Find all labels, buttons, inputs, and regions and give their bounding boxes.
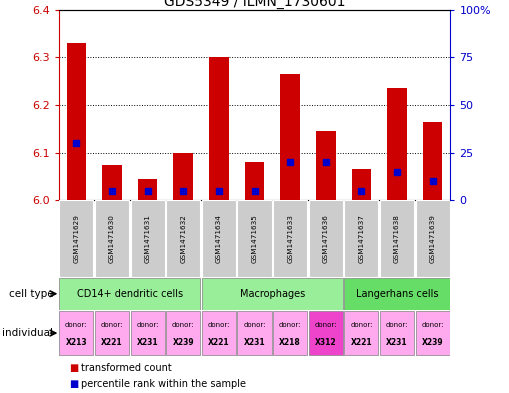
Bar [316, 131, 335, 200]
Text: GSM1471635: GSM1471635 [251, 214, 258, 263]
Text: percentile rank within the sample: percentile rank within the sample [81, 379, 246, 389]
Bar [387, 88, 407, 200]
Text: GSM1471636: GSM1471636 [323, 214, 329, 263]
Text: individual: individual [3, 328, 53, 338]
Text: donor:: donor: [136, 322, 159, 328]
Text: donor:: donor: [421, 322, 444, 328]
Bar [352, 169, 371, 200]
Text: GSM1471638: GSM1471638 [394, 214, 400, 263]
Text: GSM1471632: GSM1471632 [180, 214, 186, 263]
Bar [59, 278, 201, 310]
Bar [130, 311, 165, 355]
Text: X239: X239 [422, 338, 443, 347]
Text: donor:: donor: [172, 322, 194, 328]
Bar [95, 200, 129, 277]
Bar [166, 311, 201, 355]
Text: GSM1471630: GSM1471630 [109, 214, 115, 263]
Bar [415, 200, 450, 277]
Text: ■: ■ [69, 379, 78, 389]
Bar [273, 200, 307, 277]
Text: X213: X213 [66, 338, 87, 347]
Bar [380, 311, 414, 355]
Bar [237, 200, 272, 277]
Text: cell type: cell type [9, 289, 53, 299]
Text: X239: X239 [173, 338, 194, 347]
Text: X231: X231 [244, 338, 265, 347]
Text: X221: X221 [208, 338, 230, 347]
Bar [202, 200, 236, 277]
Bar [174, 153, 193, 200]
Bar [102, 165, 122, 200]
Text: donor:: donor: [208, 322, 230, 328]
Text: GSM1471629: GSM1471629 [73, 214, 79, 263]
Text: donor:: donor: [350, 322, 373, 328]
Bar [166, 200, 201, 277]
Bar [59, 311, 94, 355]
Text: Langerhans cells: Langerhans cells [356, 289, 438, 299]
Text: donor:: donor: [386, 322, 408, 328]
Text: donor:: donor: [279, 322, 301, 328]
Bar [380, 200, 414, 277]
Text: donor:: donor: [243, 322, 266, 328]
Bar [344, 311, 379, 355]
Bar [95, 311, 129, 355]
Text: GSM1471639: GSM1471639 [430, 214, 436, 263]
Text: X221: X221 [101, 338, 123, 347]
Bar [344, 200, 379, 277]
Text: GSM1471634: GSM1471634 [216, 214, 222, 263]
Bar [138, 179, 157, 200]
Bar [202, 311, 236, 355]
Bar [59, 200, 94, 277]
Bar [209, 57, 229, 200]
Bar [237, 311, 272, 355]
Bar [308, 200, 343, 277]
Text: ■: ■ [69, 363, 78, 373]
Bar [308, 311, 343, 355]
Text: Macrophages: Macrophages [240, 289, 305, 299]
Bar [245, 162, 264, 200]
Bar [273, 311, 307, 355]
Text: transformed count: transformed count [81, 363, 172, 373]
Text: GSM1471631: GSM1471631 [145, 214, 151, 263]
Text: donor:: donor: [315, 322, 337, 328]
Text: CD14+ dendritic cells: CD14+ dendritic cells [77, 289, 183, 299]
Text: donor:: donor: [65, 322, 88, 328]
Bar [280, 74, 300, 200]
Bar [67, 43, 86, 200]
Text: X231: X231 [137, 338, 158, 347]
Text: X218: X218 [279, 338, 301, 347]
Bar [423, 122, 442, 200]
Text: donor:: donor: [101, 322, 123, 328]
Text: X221: X221 [351, 338, 372, 347]
Bar [202, 278, 343, 310]
Text: X231: X231 [386, 338, 408, 347]
Text: GSM1471633: GSM1471633 [287, 214, 293, 263]
Text: X312: X312 [315, 338, 336, 347]
Bar [415, 311, 450, 355]
Title: GDS5349 / ILMN_1730601: GDS5349 / ILMN_1730601 [164, 0, 345, 9]
Bar [130, 200, 165, 277]
Text: GSM1471637: GSM1471637 [358, 214, 364, 263]
Bar [344, 278, 450, 310]
